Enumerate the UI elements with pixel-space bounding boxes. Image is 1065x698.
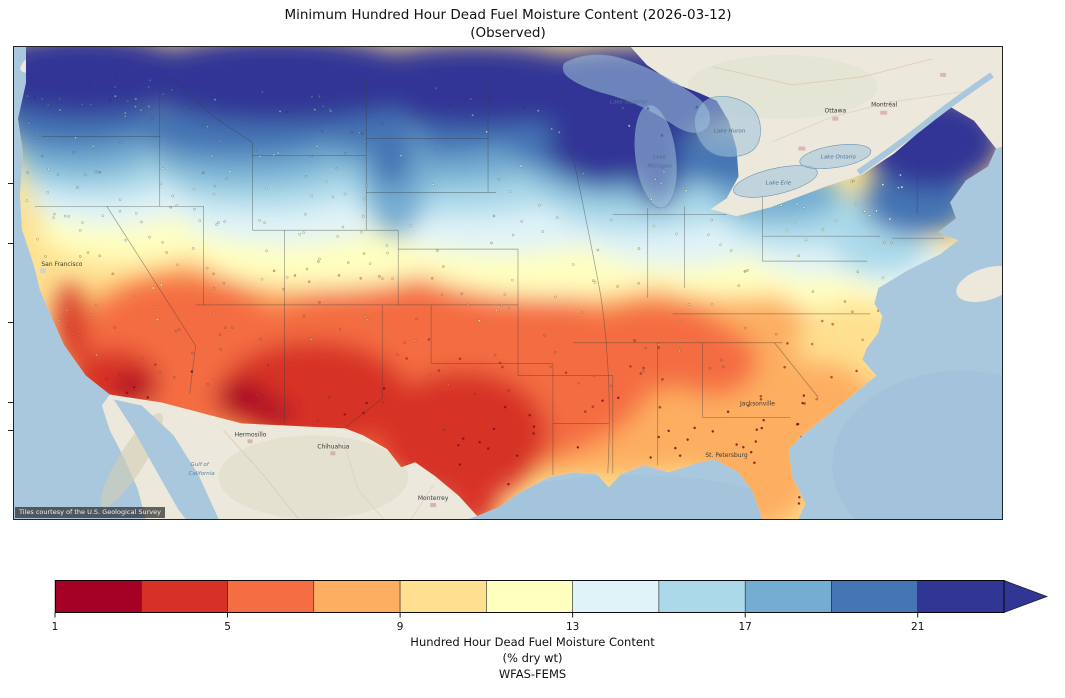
roads bbox=[223, 58, 963, 519]
colorbar: 1 5 9 13 17 21 bbox=[51, 579, 1055, 638]
colorbar-source: WFAS-FEMS bbox=[498, 667, 567, 681]
colorbar-scale bbox=[54, 579, 1049, 618]
city-label: Hermosillo bbox=[235, 431, 267, 438]
lake-michigan bbox=[634, 104, 677, 209]
city-label: San Francisco bbox=[41, 261, 82, 268]
map-labels: San Francisco Hermosillo Chihuahua Monterre… bbox=[41, 100, 897, 502]
terrain-tint-mexico bbox=[218, 435, 409, 519]
state-boundaries bbox=[34, 76, 945, 476]
colorbar-tick-label: 17 bbox=[738, 621, 752, 633]
colorbar-tick-label: 13 bbox=[565, 621, 580, 633]
colorbar-tick-label: 9 bbox=[396, 621, 404, 633]
colorbar-tick-label: 1 bbox=[51, 621, 59, 633]
lake-label: Lake Erie bbox=[766, 180, 792, 186]
urban-hermosillo bbox=[247, 439, 253, 444]
y-axis-tick bbox=[8, 430, 13, 431]
figure-subtitle: (Observed) bbox=[470, 25, 546, 41]
y-axis-tick bbox=[8, 402, 13, 403]
lake-label: Michigan bbox=[647, 163, 672, 169]
city-label: St. Petersburg bbox=[705, 452, 748, 459]
urban-monterrey bbox=[430, 503, 437, 508]
urban-san-francisco bbox=[39, 268, 46, 274]
st-lawrence-river bbox=[856, 72, 994, 175]
urban-chihuahua bbox=[330, 451, 336, 456]
station-dots bbox=[25, 76, 904, 505]
deep-water-atlantic bbox=[832, 370, 1002, 519]
city-label: Chihuahua bbox=[317, 443, 349, 450]
y-axis-tick bbox=[8, 322, 13, 323]
city-label: Monterrey bbox=[418, 495, 449, 502]
colorbar-tick-label: 21 bbox=[911, 621, 925, 633]
y-axis-tick bbox=[8, 243, 13, 244]
attribution-badge: Tiles courtesy of the U.S. Geological Su… bbox=[15, 507, 165, 518]
urban-toronto bbox=[798, 146, 806, 151]
city-label: Jacksonville bbox=[739, 400, 775, 407]
urban-areas bbox=[39, 72, 947, 508]
ocean-label: California bbox=[189, 471, 215, 477]
lake-label: Lake Ontario bbox=[821, 155, 857, 161]
urban-montreal bbox=[880, 110, 888, 115]
nova-scotia bbox=[956, 265, 1002, 303]
map-figure: San Francisco Hermosillo Chihuahua Monterre… bbox=[13, 46, 1003, 520]
colorbar-title-line2: (% dry wt) bbox=[502, 651, 563, 665]
gulf-of-california bbox=[113, 399, 219, 519]
ocean-label: Gulf of bbox=[191, 462, 210, 468]
urban-quebec bbox=[940, 72, 947, 77]
colorbar-tick-label: 5 bbox=[224, 621, 231, 633]
lake-erie bbox=[733, 165, 818, 198]
lake-ontario bbox=[799, 144, 872, 170]
y-axis-tick bbox=[8, 183, 13, 184]
deep-water-gulf bbox=[473, 475, 793, 519]
colorbar-title: Hundred Hour Dead Fuel Moisture Content … bbox=[0, 634, 1065, 682]
lake-label: Lake bbox=[653, 155, 667, 161]
map-canvas: San Francisco Hermosillo Chihuahua Monterre… bbox=[14, 47, 1002, 519]
lake-label: Lake Superior bbox=[610, 100, 649, 106]
urban-ottawa bbox=[832, 116, 839, 121]
colorbar-tick-labels: 1 5 9 13 17 21 bbox=[51, 580, 1055, 638]
colorbar-title-line1: Hundred Hour Dead Fuel Moisture Content bbox=[410, 635, 655, 649]
figure-title: Minimum Hundred Hour Dead Fuel Moisture … bbox=[284, 7, 732, 23]
lake-huron bbox=[694, 95, 761, 158]
lake-label: Lake Huron bbox=[714, 129, 746, 135]
city-label: Ottawa bbox=[825, 108, 847, 115]
great-lakes bbox=[562, 54, 872, 209]
city-label: Montréal bbox=[871, 102, 898, 109]
